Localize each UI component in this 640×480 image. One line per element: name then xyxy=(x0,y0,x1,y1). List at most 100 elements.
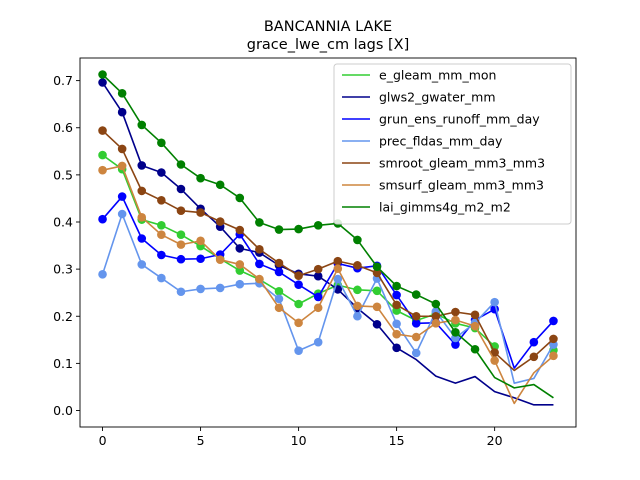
data-point xyxy=(235,260,245,269)
data-point xyxy=(137,120,147,130)
data-point xyxy=(411,311,421,321)
data-point xyxy=(235,225,245,235)
data-point xyxy=(529,352,539,362)
data-point xyxy=(176,240,186,249)
data-point xyxy=(294,318,303,328)
data-point xyxy=(294,224,303,234)
data-point xyxy=(294,346,303,355)
data-point xyxy=(157,250,166,260)
data-point xyxy=(176,206,186,215)
y-tick-label: 0.7 xyxy=(53,73,73,88)
data-point xyxy=(137,234,147,243)
data-point xyxy=(372,286,382,296)
data-point xyxy=(333,264,343,273)
data-point xyxy=(549,334,558,344)
data-point xyxy=(529,337,539,347)
data-point xyxy=(176,160,186,169)
data-point xyxy=(490,297,499,307)
series-glws2_gwater_mm xyxy=(98,78,554,406)
data-point xyxy=(117,161,127,171)
data-point xyxy=(411,348,421,358)
data-point xyxy=(392,343,401,353)
data-point xyxy=(392,300,401,310)
data-point xyxy=(470,344,480,354)
data-point xyxy=(235,244,245,253)
data-point xyxy=(470,321,480,331)
data-point xyxy=(411,319,421,328)
data-point xyxy=(274,258,284,268)
plot-area: 0 5 10 15 20 0.0 0.1 0.2 0.3 0.4 0.5 0.6 0.7 xyxy=(53,57,577,448)
data-point xyxy=(294,271,303,281)
data-point xyxy=(98,126,107,135)
data-point xyxy=(274,225,284,234)
data-point xyxy=(294,280,303,289)
data-point xyxy=(98,70,107,79)
data-point xyxy=(490,348,499,357)
series-smsurf_gleam_mm3_mm3 xyxy=(98,161,558,405)
data-point xyxy=(157,230,166,240)
data-point xyxy=(235,193,245,203)
data-point xyxy=(451,340,460,349)
data-point xyxy=(176,230,186,240)
chart-title: BANCANNIA LAKE xyxy=(264,19,392,35)
y-tick-label: 0.4 xyxy=(53,215,73,230)
data-point xyxy=(157,220,166,230)
data-point xyxy=(137,260,147,269)
data-point xyxy=(255,274,264,284)
data-point xyxy=(490,356,499,365)
data-point xyxy=(157,196,166,205)
data-point xyxy=(176,184,186,194)
data-point xyxy=(353,261,362,270)
data-point xyxy=(392,319,401,329)
x-tick-label: 20 xyxy=(487,433,503,448)
data-point xyxy=(353,235,362,245)
data-point xyxy=(117,107,127,117)
data-point xyxy=(215,217,225,226)
data-point xyxy=(137,212,147,222)
legend-label: smsurf_gleam_mm3_mm3 xyxy=(379,178,544,193)
data-point xyxy=(157,138,166,148)
series-line xyxy=(101,73,554,399)
data-point xyxy=(313,292,323,302)
data-point xyxy=(157,168,166,177)
y-tick-label: 0.6 xyxy=(53,120,73,135)
data-point xyxy=(176,287,186,297)
data-point xyxy=(117,89,127,98)
data-point xyxy=(451,307,460,317)
data-point xyxy=(392,290,401,300)
data-point xyxy=(353,301,362,311)
legend-label: glws2_gwater_mm xyxy=(379,90,496,105)
data-point xyxy=(215,180,225,190)
data-point xyxy=(235,266,245,275)
data-point xyxy=(549,351,558,361)
data-point xyxy=(372,262,382,272)
series-smroot_gleam_mm3_mm3 xyxy=(98,126,558,372)
data-point xyxy=(196,173,205,183)
data-point xyxy=(196,284,205,294)
data-point xyxy=(313,337,323,347)
data-point xyxy=(98,165,107,175)
data-point xyxy=(196,208,205,217)
legend-label: e_gleam_mm_mon xyxy=(379,68,496,83)
data-point xyxy=(196,254,205,264)
data-point xyxy=(451,315,460,325)
data-point xyxy=(157,273,166,283)
data-point xyxy=(372,319,382,329)
y-tick-label: 0.0 xyxy=(53,403,73,418)
data-point xyxy=(98,150,107,160)
legend: e_gleam_mm_mon glws2_gwater_mm grun_ens_ru… xyxy=(333,63,572,225)
data-point xyxy=(470,310,480,320)
data-point xyxy=(98,214,107,224)
data-point xyxy=(333,256,343,266)
data-point xyxy=(255,218,264,227)
data-point xyxy=(117,209,127,219)
data-point xyxy=(176,254,186,264)
data-point xyxy=(392,329,401,339)
series-prec_fldas_mm_day xyxy=(98,209,558,384)
data-point xyxy=(313,220,323,230)
legend-label: grun_ens_runoff_mm_day xyxy=(379,112,540,127)
data-point xyxy=(215,283,225,293)
data-point xyxy=(313,303,323,313)
data-point xyxy=(431,319,441,328)
